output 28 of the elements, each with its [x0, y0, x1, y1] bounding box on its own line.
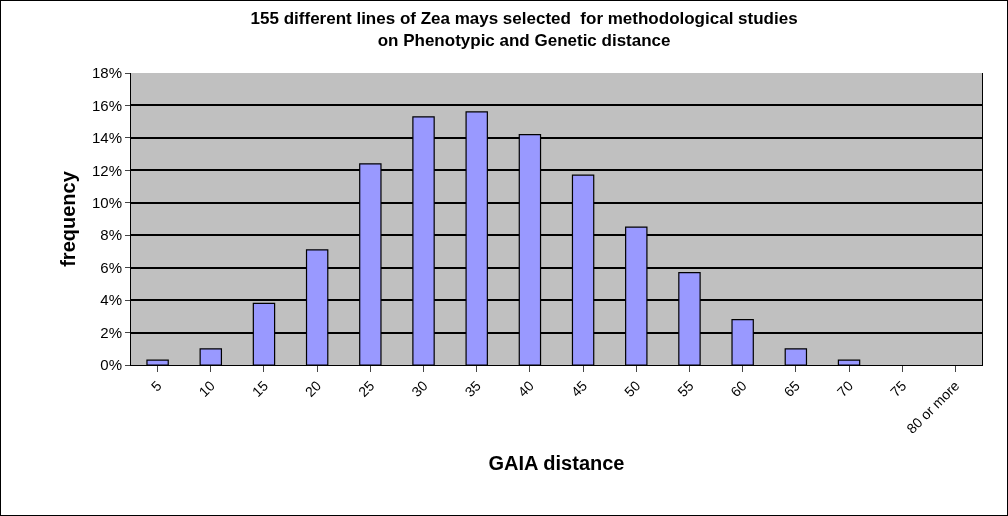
x-tick-label: 30	[408, 377, 431, 400]
x-tick-label: 70	[833, 377, 857, 400]
y-tick-label: 0%	[100, 356, 122, 374]
y-tick-label: 12%	[91, 161, 122, 179]
x-tick-label: 60	[727, 377, 750, 400]
x-tick-label: 15	[248, 377, 272, 400]
x-tick-label: 40	[514, 377, 538, 400]
y-tick-label: 16%	[91, 96, 122, 114]
x-tick-label: 50	[621, 377, 644, 400]
x-tick-label: 5	[147, 377, 165, 395]
x-tick-label: 75	[886, 377, 910, 400]
y-tick-label: 10%	[91, 194, 122, 212]
x-tick-label: 55	[674, 377, 697, 400]
x-tick-label: 65	[780, 377, 804, 400]
y-tick-label: 8%	[100, 226, 122, 244]
x-tick-label: 35	[461, 377, 484, 400]
y-tick-label: 18%	[91, 64, 122, 82]
x-tick-label: 45	[567, 377, 591, 400]
x-axis-title: GAIA distance	[488, 452, 625, 475]
x-tick-label: 25	[355, 377, 378, 400]
y-axis-title: frequency	[57, 170, 80, 267]
y-tick-label: 2%	[100, 323, 122, 341]
y-tick-label: 4%	[100, 291, 122, 309]
x-tick-label: 20	[301, 377, 325, 400]
x-tick-label: 10	[195, 377, 218, 400]
y-tick-label: 14%	[91, 129, 122, 147]
chart-title: 155 different lines of Zea mays selected for methodological studies on Phenotypic and Genetic distance	[250, 9, 798, 51]
y-tick-label: 6%	[100, 258, 122, 276]
